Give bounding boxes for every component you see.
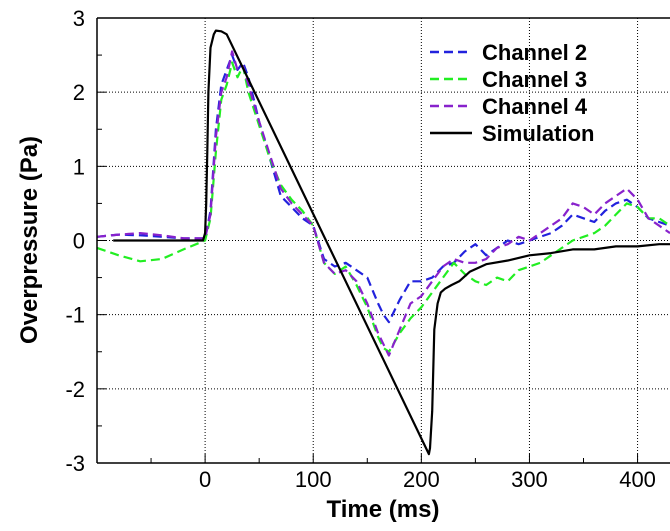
y-tick-label-2: -1 — [65, 303, 85, 328]
legend-label-3: Simulation — [482, 121, 594, 146]
legend-label-1: Channel 3 — [482, 67, 587, 92]
legend-label-2: Channel 4 — [482, 94, 588, 119]
legend-label-0: Channel 2 — [482, 40, 587, 65]
x-axis-title: Time (ms) — [327, 496, 440, 523]
y-tick-label-0: -3 — [65, 451, 85, 476]
y-tick-label-1: -2 — [65, 377, 85, 402]
y-tick-label-5: 2 — [73, 80, 85, 105]
series-line-channel-3 — [97, 61, 670, 353]
series-line-channel-2 — [97, 53, 670, 324]
x-tick-label-3: 300 — [511, 467, 548, 492]
tick-labels: 0 100 200 300 400 -3 -2 -1 0 1 2 3 — [65, 6, 655, 492]
axes — [96, 17, 670, 464]
series-line-simulation — [113, 29, 670, 456]
x-tick-label-1: 100 — [295, 467, 332, 492]
x-tick-label-0: 0 — [199, 467, 211, 492]
series-line-channel-4 — [97, 50, 670, 357]
y-tick-label-3: 0 — [73, 229, 85, 254]
series-lines — [97, 29, 670, 456]
y-axis-title: Overpressure (Pa) — [16, 136, 43, 344]
x-tick-label-2: 200 — [403, 467, 440, 492]
x-tick-label-4: 400 — [619, 467, 656, 492]
y-tick-label-6: 3 — [73, 6, 85, 31]
y-tick-label-4: 1 — [73, 154, 85, 179]
